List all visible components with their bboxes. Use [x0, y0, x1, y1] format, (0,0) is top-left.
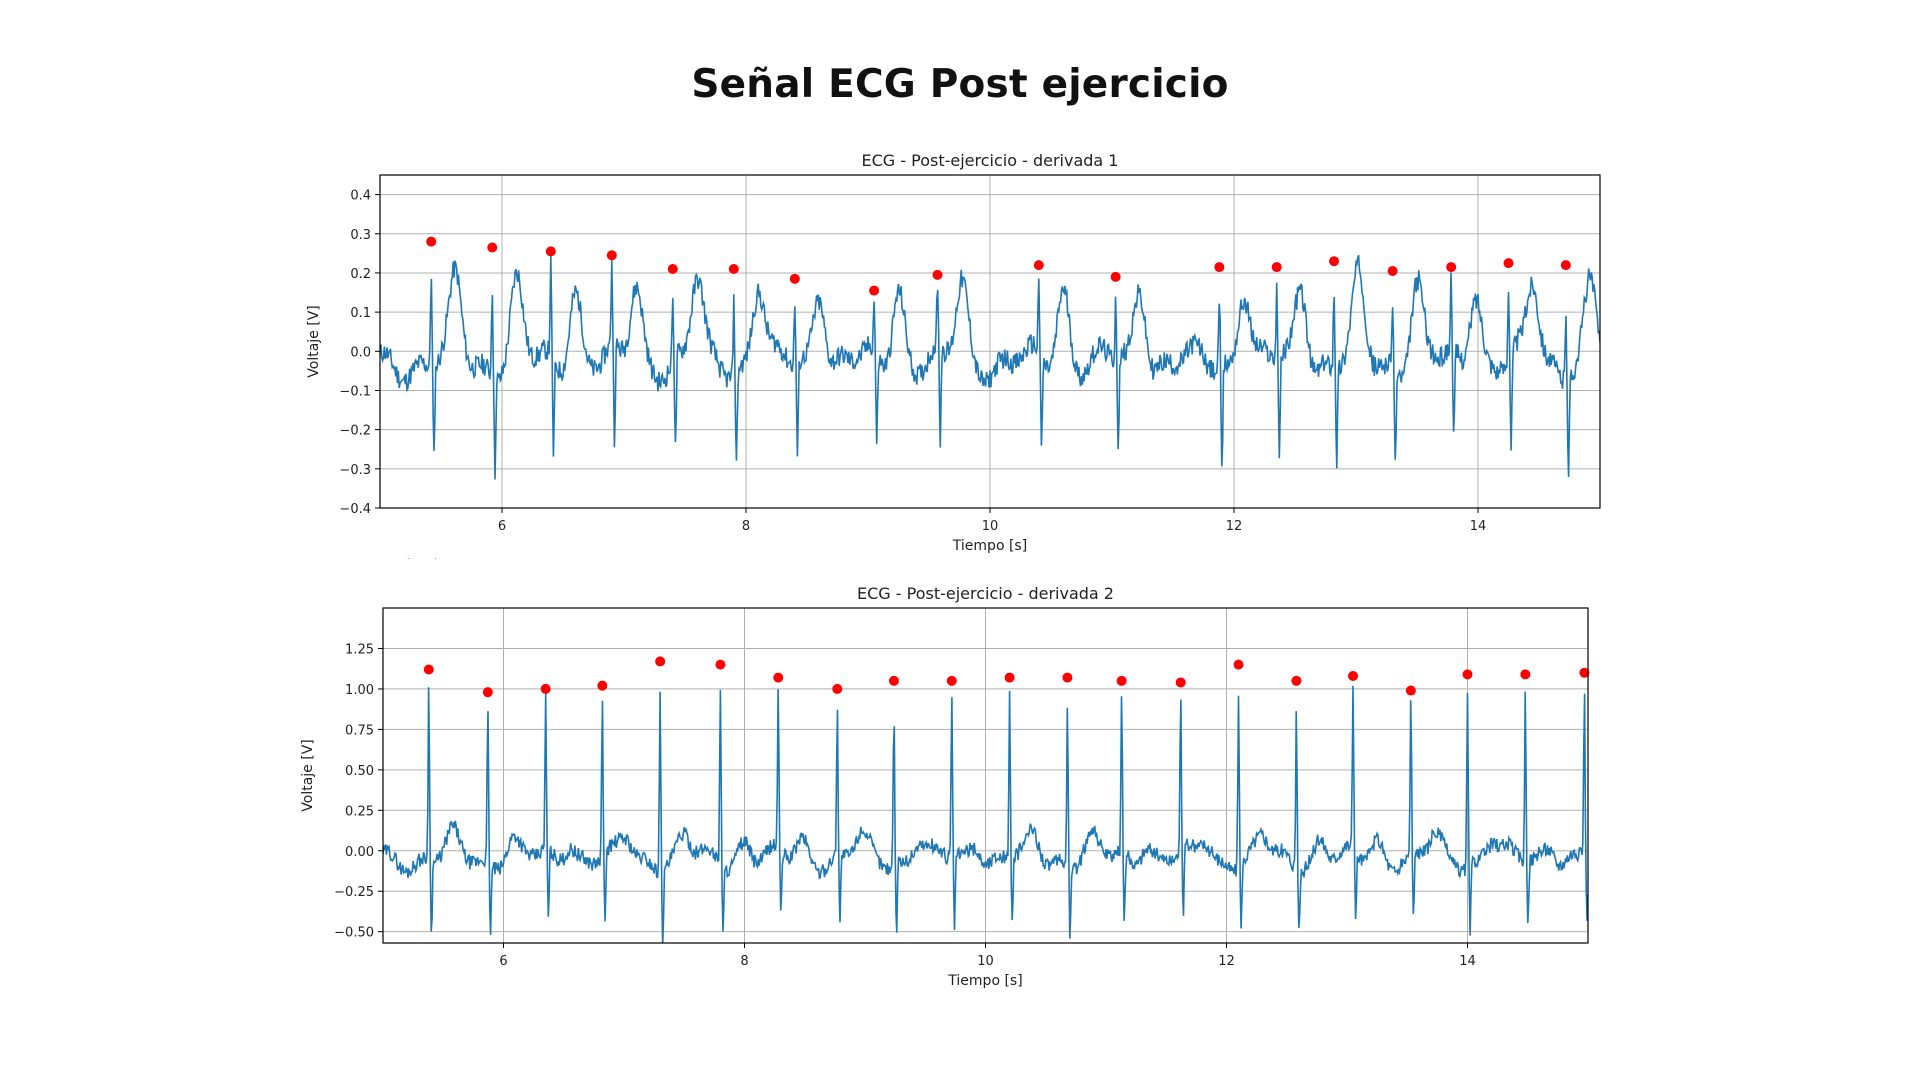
y-tick-label: 0.25: [345, 804, 374, 819]
slide-title: Señal ECG Post ejercicio: [691, 62, 1229, 107]
r-peak-marker: [1329, 256, 1340, 267]
x-tick-label: 14: [1470, 519, 1487, 534]
y-tick-label: −0.50: [334, 926, 374, 941]
x-tick-label: 10: [977, 954, 994, 969]
r-peak-marker: [487, 242, 498, 253]
r-peak-marker: [1214, 262, 1225, 273]
r-peak-marker: [1271, 262, 1282, 273]
r-peak-marker: [1348, 670, 1359, 681]
x-tick-label: 8: [740, 954, 748, 969]
r-peak-marker: [482, 687, 493, 698]
r-peak-marker: [715, 659, 726, 670]
chart-title: ECG - Post-ejercicio - derivada 1: [862, 151, 1119, 170]
y-tick-label: 0.2: [350, 267, 371, 282]
x-tick-label: 6: [499, 954, 507, 969]
y-tick-label: −0.25: [334, 885, 374, 900]
r-peak-marker: [1062, 672, 1073, 683]
y-tick-label: 1.00: [345, 683, 374, 698]
x-tick-label: 10: [982, 519, 999, 534]
x-tick-label: 14: [1459, 954, 1476, 969]
r-peak-marker: [423, 664, 434, 675]
r-peak-marker: [832, 683, 843, 694]
r-peak-marker: [1116, 675, 1127, 686]
r-peak-marker: [1520, 669, 1531, 680]
r-peak-marker: [545, 246, 556, 257]
chart-title: ECG - Post-ejercicio - derivada 2: [857, 584, 1114, 603]
r-peak-marker: [773, 672, 784, 683]
y-tick-label: 0.00: [345, 845, 374, 860]
x-axis-label: Tiempo [s]: [952, 538, 1027, 554]
r-peak-marker: [1175, 677, 1186, 688]
y-tick-label: 0.1: [350, 306, 371, 321]
y-tick-label: 1.25: [345, 642, 374, 657]
r-peak-marker: [946, 675, 957, 686]
r-peak-marker: [1405, 685, 1416, 696]
ecg-chart-lead-1: 6 8 10 12 14 −0.4 −0.3 −0.2 −0.1 0.0 0.1 0.2 0.3 0.4 E…: [306, 151, 1601, 554]
x-tick-label: 8: [742, 519, 750, 534]
r-peak-marker: [1446, 262, 1457, 273]
y-tick-label: 0.0: [350, 345, 371, 360]
y-tick-label: 0.4: [350, 189, 371, 204]
r-peak-marker: [1110, 271, 1121, 282]
y-tick-label: 0.75: [345, 723, 374, 738]
y-axis-label: Voltaje [V]: [306, 305, 322, 377]
r-peak-marker: [1560, 260, 1571, 271]
ecg-signal-line: [380, 254, 1600, 480]
r-peak-marker: [540, 683, 551, 694]
x-tick-label: 12: [1226, 519, 1243, 534]
r-peak-marker: [789, 273, 800, 284]
r-peak-marker: [655, 656, 666, 667]
r-peak-marker: [1579, 667, 1590, 678]
r-peak-marker: [667, 264, 678, 275]
r-peak-marker: [1387, 265, 1398, 276]
y-tick-label: −0.4: [339, 502, 371, 517]
x-tick-label: 6: [498, 519, 506, 534]
r-peak-marker: [597, 680, 608, 691]
r-peak-marker: [606, 250, 617, 261]
stray-mark: ˙ ˙: [406, 558, 448, 568]
r-peak-marker: [1233, 659, 1244, 670]
y-tick-label: −0.3: [339, 463, 371, 478]
r-peak-marker: [1291, 675, 1302, 686]
r-peak-marker: [1033, 260, 1044, 271]
r-peak-marker: [869, 285, 880, 296]
r-peak-marker: [728, 264, 739, 275]
r-peak-marker: [888, 675, 899, 686]
x-axis-label: Tiempo [s]: [947, 973, 1022, 989]
r-peak-marker: [932, 269, 943, 280]
y-axis-label: Voltaje [V]: [300, 739, 316, 811]
x-tick-label: 12: [1218, 954, 1235, 969]
r-peak-marker: [1462, 669, 1473, 680]
y-tick-label: 0.50: [345, 764, 374, 779]
ecg-signal-line: [383, 685, 1588, 943]
y-tick-label: 0.3: [350, 228, 371, 243]
y-tick-label: −0.1: [339, 384, 371, 399]
r-peak-marker: [1004, 672, 1015, 683]
r-peak-marker: [1503, 258, 1514, 269]
y-tick-label: −0.2: [339, 424, 371, 439]
r-peak-marker: [426, 236, 437, 247]
